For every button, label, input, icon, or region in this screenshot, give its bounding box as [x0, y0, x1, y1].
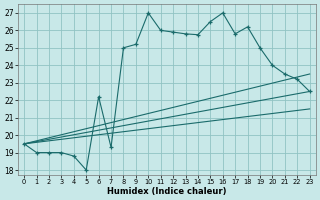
X-axis label: Humidex (Indice chaleur): Humidex (Indice chaleur) [107, 187, 227, 196]
